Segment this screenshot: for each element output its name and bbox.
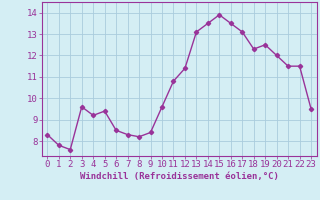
X-axis label: Windchill (Refroidissement éolien,°C): Windchill (Refroidissement éolien,°C) (80, 172, 279, 181)
